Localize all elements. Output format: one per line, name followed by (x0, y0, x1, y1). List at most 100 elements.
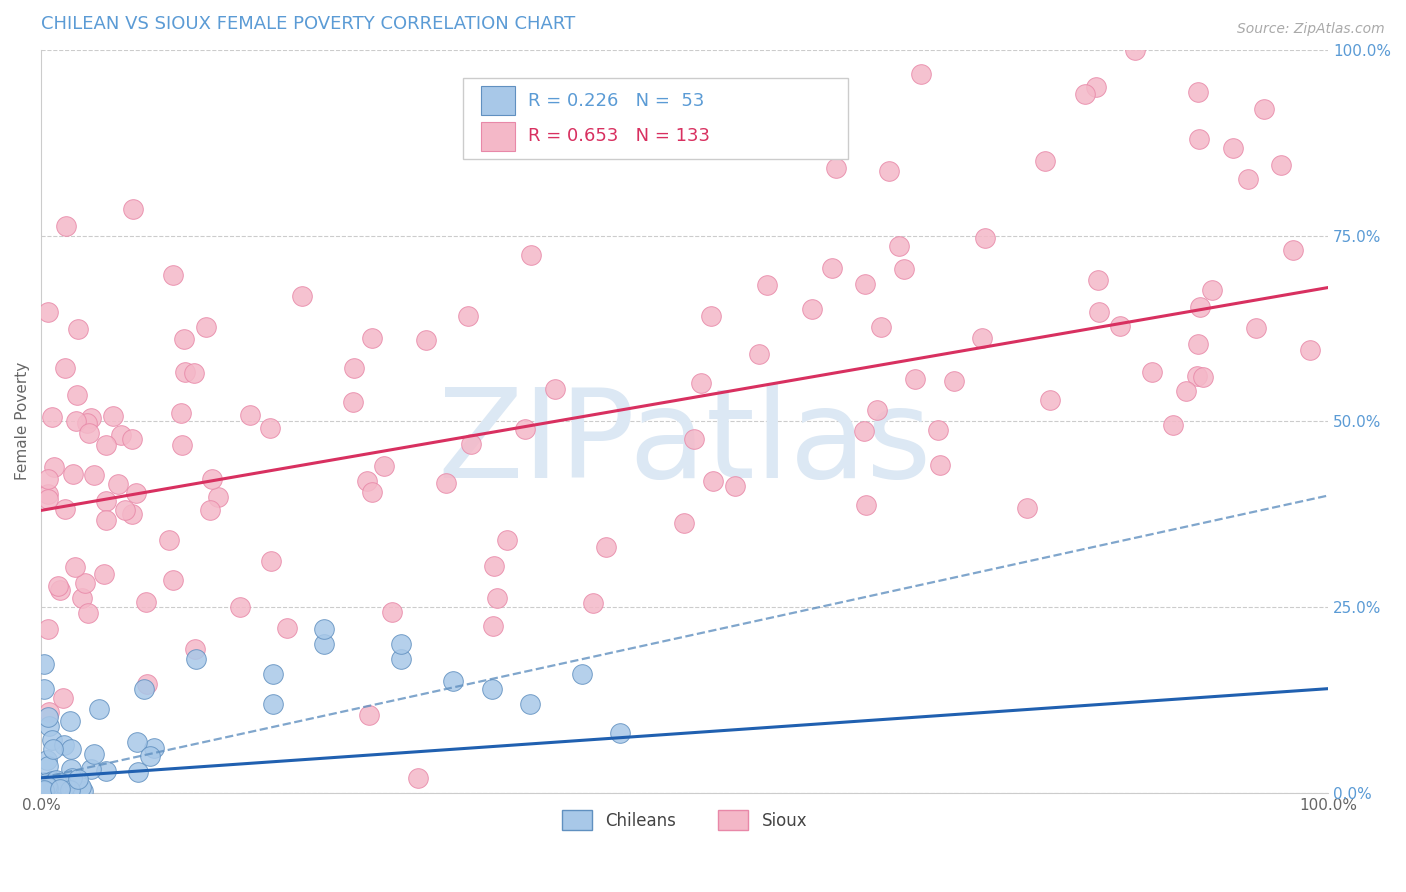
Point (94, 493, 117, 508)
Point (1281, 244, 1303, 258)
Point (571, 666, 593, 681)
Point (49, 782, 72, 797)
Point (481, 619, 503, 633)
Point (55, 219, 77, 234)
Point (44, 459, 66, 474)
Point (114, 503, 136, 517)
Text: Source: ZipAtlas.com: Source: ZipAtlas.com (1237, 22, 1385, 37)
Point (373, 459, 395, 474)
Point (170, 406, 193, 420)
Point (361, 484, 384, 499)
Point (342, 395, 364, 409)
Point (76, 606, 98, 620)
Point (32, 784, 55, 798)
Point (32, 681, 55, 696)
FancyBboxPatch shape (463, 78, 848, 159)
Point (173, 365, 195, 379)
Point (142, 741, 165, 756)
Point (434, 476, 457, 491)
Point (893, 261, 915, 276)
Point (1237, 171, 1260, 186)
Point (910, 67, 932, 81)
Point (162, 268, 184, 283)
Point (184, 642, 207, 657)
Point (673, 516, 696, 530)
Point (42, 741, 65, 756)
Point (702, 475, 724, 489)
Point (60, 741, 83, 756)
Point (37, 781, 59, 796)
Point (484, 558, 506, 573)
Point (38, 705, 60, 719)
Point (135, 594, 157, 608)
Point (107, 477, 129, 491)
Point (391, 652, 413, 666)
Point (824, 161, 846, 175)
Point (63, 560, 86, 574)
Point (595, 540, 617, 554)
Point (927, 424, 949, 438)
Point (37, 758, 59, 772)
Point (42, 783, 65, 797)
Point (1191, 370, 1213, 384)
Point (381, 605, 404, 619)
Point (93, 567, 115, 582)
Point (801, 302, 824, 317)
Point (1033, 154, 1056, 169)
Point (46, 579, 69, 593)
Point (162, 573, 184, 587)
Point (1087, 273, 1109, 287)
Point (543, 382, 565, 396)
Point (67, 322, 90, 336)
Point (356, 474, 378, 488)
Point (1085, 80, 1108, 95)
Point (972, 331, 994, 345)
Point (239, 408, 262, 422)
Point (173, 332, 195, 346)
Point (80, 410, 103, 425)
Point (1299, 343, 1322, 357)
Point (1253, 102, 1275, 116)
Point (69, 780, 91, 794)
Point (314, 637, 336, 651)
Point (441, 674, 464, 689)
Point (37, 492, 59, 507)
Point (1187, 85, 1209, 99)
Point (35, 777, 58, 791)
Point (276, 621, 298, 635)
Point (1222, 141, 1244, 155)
Point (55, 502, 77, 516)
Point (1074, 87, 1097, 101)
Point (974, 231, 997, 245)
Point (198, 502, 221, 516)
Point (53, 738, 76, 752)
Bar (481, 121, 515, 152)
Point (138, 749, 160, 764)
Point (125, 735, 148, 749)
Point (66, 388, 89, 402)
Point (357, 707, 380, 722)
Point (157, 533, 180, 547)
Point (904, 372, 927, 386)
Point (62, 467, 84, 481)
Point (928, 458, 950, 473)
Point (460, 437, 482, 451)
Point (59, 714, 82, 729)
Point (201, 472, 224, 486)
Point (170, 438, 193, 452)
Point (53, 361, 76, 376)
Point (41, 774, 63, 789)
Point (52, 690, 75, 705)
Point (38, 719, 60, 733)
Point (408, 771, 430, 785)
Point (486, 591, 509, 606)
Point (496, 533, 519, 547)
Point (110, 427, 132, 442)
Point (259, 420, 281, 434)
Point (41, 733, 63, 747)
Point (125, 485, 148, 500)
Point (415, 333, 437, 347)
Point (1201, 283, 1223, 297)
Point (1142, 365, 1164, 379)
Point (184, 652, 207, 666)
